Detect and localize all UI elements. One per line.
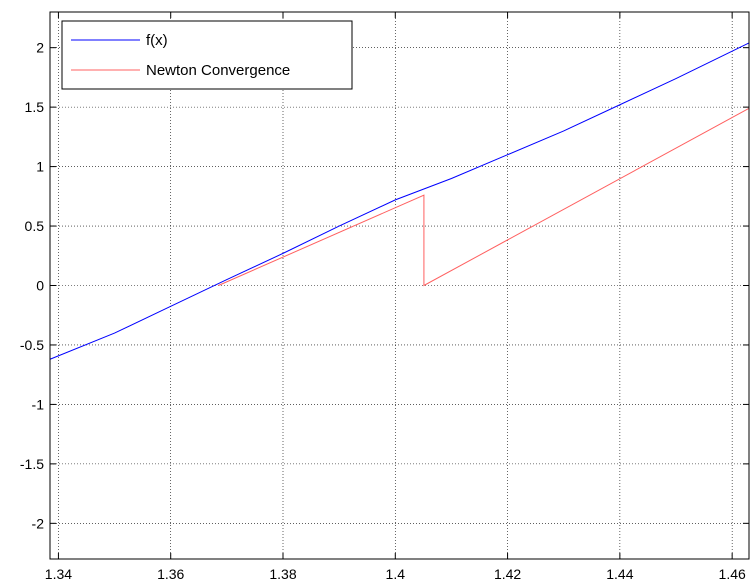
y-tick-label: -1 — [32, 396, 45, 412]
y-tick-labels: -2 -1.5 -1 -0.5 0 0.5 1 1.5 2 — [20, 40, 44, 532]
x-tick-label: 1.36 — [157, 566, 184, 582]
x-tick-label: 1.4 — [386, 566, 406, 582]
x-tick-labels: 1.34 1.36 1.38 1.4 1.42 1.44 1.46 — [45, 566, 746, 582]
x-tick-label: 1.38 — [269, 566, 296, 582]
y-tick-label: 0.5 — [25, 218, 45, 234]
grid — [50, 12, 749, 559]
ticks — [50, 12, 749, 559]
legend: f(x) Newton Convergence — [61, 20, 353, 90]
series-line-newton — [218, 107, 750, 287]
x-tick-label: 1.34 — [45, 566, 72, 582]
legend-label-newton: Newton Convergence — [146, 62, 290, 79]
y-tick-label: 1.5 — [25, 99, 45, 115]
y-tick-label: -0.5 — [20, 337, 44, 353]
x-tick-label: 1.42 — [494, 566, 521, 582]
y-tick-label: 1 — [36, 159, 44, 175]
legend-label-fx: f(x) — [146, 32, 168, 49]
y-tick-label: 2 — [36, 40, 44, 56]
series-line-fx — [49, 42, 750, 360]
x-tick-label: 1.44 — [606, 566, 633, 582]
y-tick-label: 0 — [36, 278, 44, 294]
x-tick-label: 1.46 — [719, 566, 746, 582]
series-group — [49, 42, 750, 360]
legend-box — [61, 20, 353, 90]
y-tick-label: -2 — [32, 515, 45, 531]
y-tick-label: -1.5 — [20, 456, 44, 472]
